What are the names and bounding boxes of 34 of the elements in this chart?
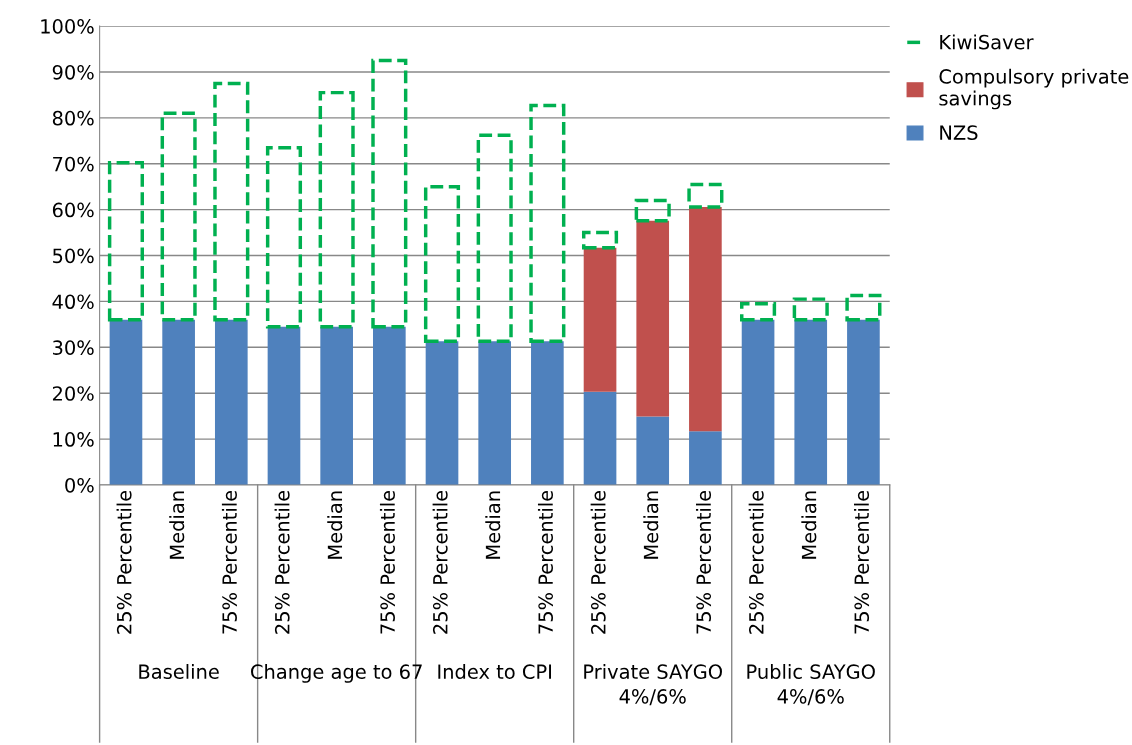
x-tick-label: 75% Percentile bbox=[221, 490, 237, 634]
y-tick-label: 10% bbox=[53, 432, 94, 447]
x-tick-label: 75% Percentile bbox=[379, 490, 395, 634]
y-tick-label: 0% bbox=[65, 477, 94, 493]
legend-label: Compulsory private savings bbox=[939, 68, 1129, 110]
x-tick-label: 75% Percentile bbox=[854, 490, 870, 634]
y-tick-label: 20% bbox=[52, 386, 94, 401]
x-tick-label: 25% Percentile bbox=[432, 490, 448, 634]
y-tick-label: 50% bbox=[53, 248, 94, 264]
x-tick-label: Median bbox=[643, 491, 659, 559]
legend-label: NZS bbox=[940, 125, 978, 140]
text: Change age to 67 bbox=[251, 663, 422, 683]
x-tick-label: Median bbox=[327, 491, 343, 559]
x-tick-label: 75% Percentile bbox=[695, 490, 712, 634]
y-tick-label: 100% bbox=[41, 19, 94, 34]
x-tick-label: 25% Percentile bbox=[590, 490, 606, 634]
y-tick-label: 60% bbox=[52, 202, 94, 218]
text: Index to CPI bbox=[438, 663, 551, 680]
x-tick-label: 75% Percentile bbox=[537, 490, 553, 634]
x-tick-label: Median bbox=[485, 491, 501, 559]
legend-label: KiwiSaver bbox=[940, 34, 1034, 50]
y-tick-label: 80% bbox=[52, 110, 94, 126]
x-tick-label: 25% Percentile bbox=[748, 490, 764, 634]
y-tick-label: 30% bbox=[53, 340, 94, 355]
x-tick-label: Median bbox=[801, 491, 817, 559]
text: Public SAYGO 4%/6% bbox=[747, 663, 875, 706]
y-tick-label: 40% bbox=[52, 294, 94, 310]
y-tick-label: 70% bbox=[53, 156, 94, 172]
text: Private SAYGO 4%/6% bbox=[584, 663, 722, 706]
y-tick-label: 90% bbox=[52, 64, 94, 80]
x-tick-label: Median bbox=[169, 491, 185, 559]
x-tick-label: 25% Percentile bbox=[274, 490, 290, 634]
text: Baseline bbox=[139, 663, 219, 680]
x-tick-label: 25% Percentile bbox=[116, 490, 132, 634]
